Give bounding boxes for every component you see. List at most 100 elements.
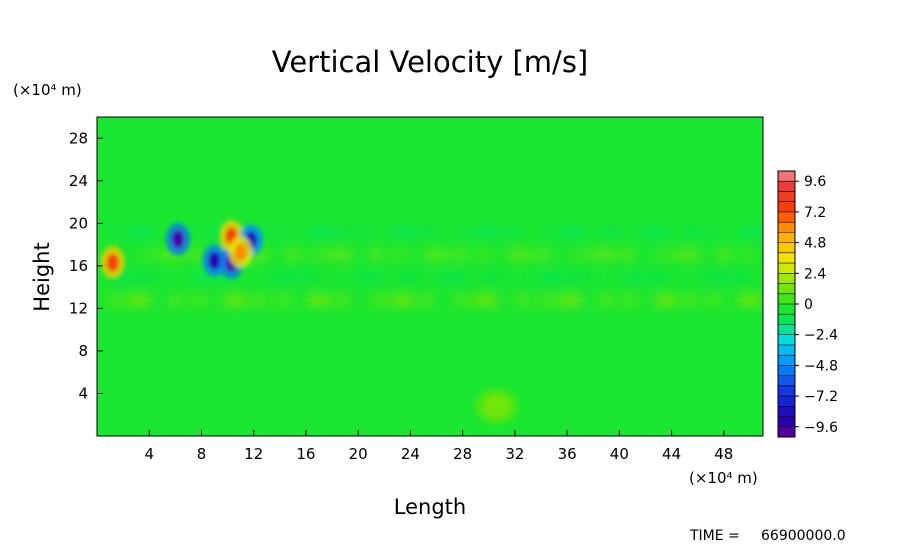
layer-cell	[673, 247, 702, 262]
layer-cell	[368, 293, 391, 308]
layer-cell	[504, 226, 521, 237]
layer-cell	[535, 293, 558, 308]
colorbar-tick-label: −9.6	[804, 420, 838, 436]
layer-cell	[618, 293, 641, 308]
y-axis-label: Height	[30, 242, 54, 311]
updraft-core	[234, 243, 247, 262]
layer-cell	[503, 272, 526, 283]
colorbar-segment	[778, 365, 795, 377]
layer-cell	[704, 226, 727, 237]
layer-cell	[451, 293, 474, 308]
layer-cell	[156, 272, 179, 283]
layer-cell	[621, 272, 650, 283]
layer-cell	[474, 226, 503, 237]
layer-cell	[106, 226, 129, 237]
colorbar-segment	[778, 283, 795, 295]
colorbar-segment	[778, 222, 795, 233]
layer-cell	[337, 226, 354, 237]
layer-cell	[587, 272, 610, 283]
layer-cell	[569, 247, 592, 262]
plot-frame	[96, 116, 764, 437]
layer-cell	[619, 247, 636, 262]
layer-cell	[305, 293, 333, 308]
layer-cell	[650, 272, 667, 283]
layer-cell	[537, 272, 566, 283]
colorbar-segment	[778, 426, 795, 438]
colorbar-tick-label: 9.6	[804, 174, 826, 190]
colorbar-segment	[778, 396, 795, 407]
layer-cell	[555, 293, 584, 308]
layer-cell	[472, 247, 495, 262]
layer-cell	[391, 226, 420, 237]
layer-cell	[188, 247, 205, 262]
layer-cell	[537, 226, 560, 237]
colorbar-segment	[778, 314, 795, 325]
layer-cell	[336, 272, 359, 283]
velocity-features	[100, 220, 519, 425]
layer-cell	[440, 272, 469, 283]
colorbar-segment	[778, 201, 795, 213]
layer-cell	[652, 293, 681, 308]
layer-cell	[167, 293, 184, 308]
colorbar-tick-label: 7.2	[804, 205, 826, 221]
colorbar-segment	[778, 344, 795, 356]
colorbar-segment	[778, 263, 795, 274]
layer-cell	[388, 247, 411, 262]
x-axis-label: Length	[394, 495, 466, 519]
layer-cell	[190, 226, 213, 237]
layer-cell	[127, 226, 156, 237]
colorbar-segment	[778, 273, 795, 285]
colorbar-tick-label: −7.2	[804, 389, 838, 405]
layer-cell	[454, 226, 477, 237]
colorbar-segment	[778, 416, 795, 428]
layer-cell	[271, 293, 294, 308]
layer-cell	[589, 247, 618, 262]
layer-cell	[388, 293, 417, 308]
layer-cell	[472, 293, 501, 308]
layer-cell	[621, 226, 644, 237]
layer-cell	[684, 226, 701, 237]
layer-cell	[420, 272, 443, 283]
layer-cell	[738, 226, 763, 237]
layer-cell	[284, 247, 301, 262]
layer-cell	[325, 247, 354, 262]
colorbar-segment	[778, 211, 795, 223]
layer-cell	[600, 226, 617, 237]
layer-cell	[303, 272, 320, 283]
y-tick-label: 16	[69, 257, 88, 275]
x-tick-label: 44	[662, 445, 681, 463]
colorbar-tick-label: −2.4	[804, 328, 838, 344]
layer-cell	[418, 293, 435, 308]
plot-area	[97, 117, 763, 436]
time-value: 66900000.0	[761, 528, 846, 544]
y-tick-label: 4	[78, 384, 88, 402]
layer-cell	[307, 226, 336, 237]
layer-cell	[399, 272, 416, 283]
updraft-core	[106, 253, 119, 272]
colorbar-segment	[778, 324, 795, 336]
colorbar-segment	[778, 406, 795, 418]
colorbar-segment	[778, 252, 795, 264]
chart-title: Vertical Velocity [m/s]	[272, 45, 589, 79]
layer-cell	[273, 272, 302, 283]
x-tick-label: 12	[244, 445, 263, 463]
colorbar-tick-label: 4.8	[804, 236, 826, 252]
layer-cell	[357, 272, 386, 283]
x-tick-label: 32	[505, 445, 524, 463]
colorbar-segment	[778, 181, 795, 192]
x-tick-label: 28	[453, 445, 472, 463]
y-axis-unit: (×10⁴ m)	[13, 81, 82, 99]
layer-cell	[558, 226, 587, 237]
time-label: TIME =	[689, 528, 740, 544]
y-tick-label: 28	[69, 129, 88, 147]
x-tick-label: 48	[714, 445, 733, 463]
colorbar-segment	[778, 191, 795, 203]
layer-cell	[221, 293, 250, 308]
layer-cell	[357, 226, 380, 237]
colorbar-segment	[778, 385, 795, 397]
colorbar-segment	[778, 232, 795, 244]
colorbar-segment	[778, 375, 795, 387]
layer-cell	[136, 272, 153, 283]
colorbar-tick-label: 2.4	[804, 266, 826, 282]
